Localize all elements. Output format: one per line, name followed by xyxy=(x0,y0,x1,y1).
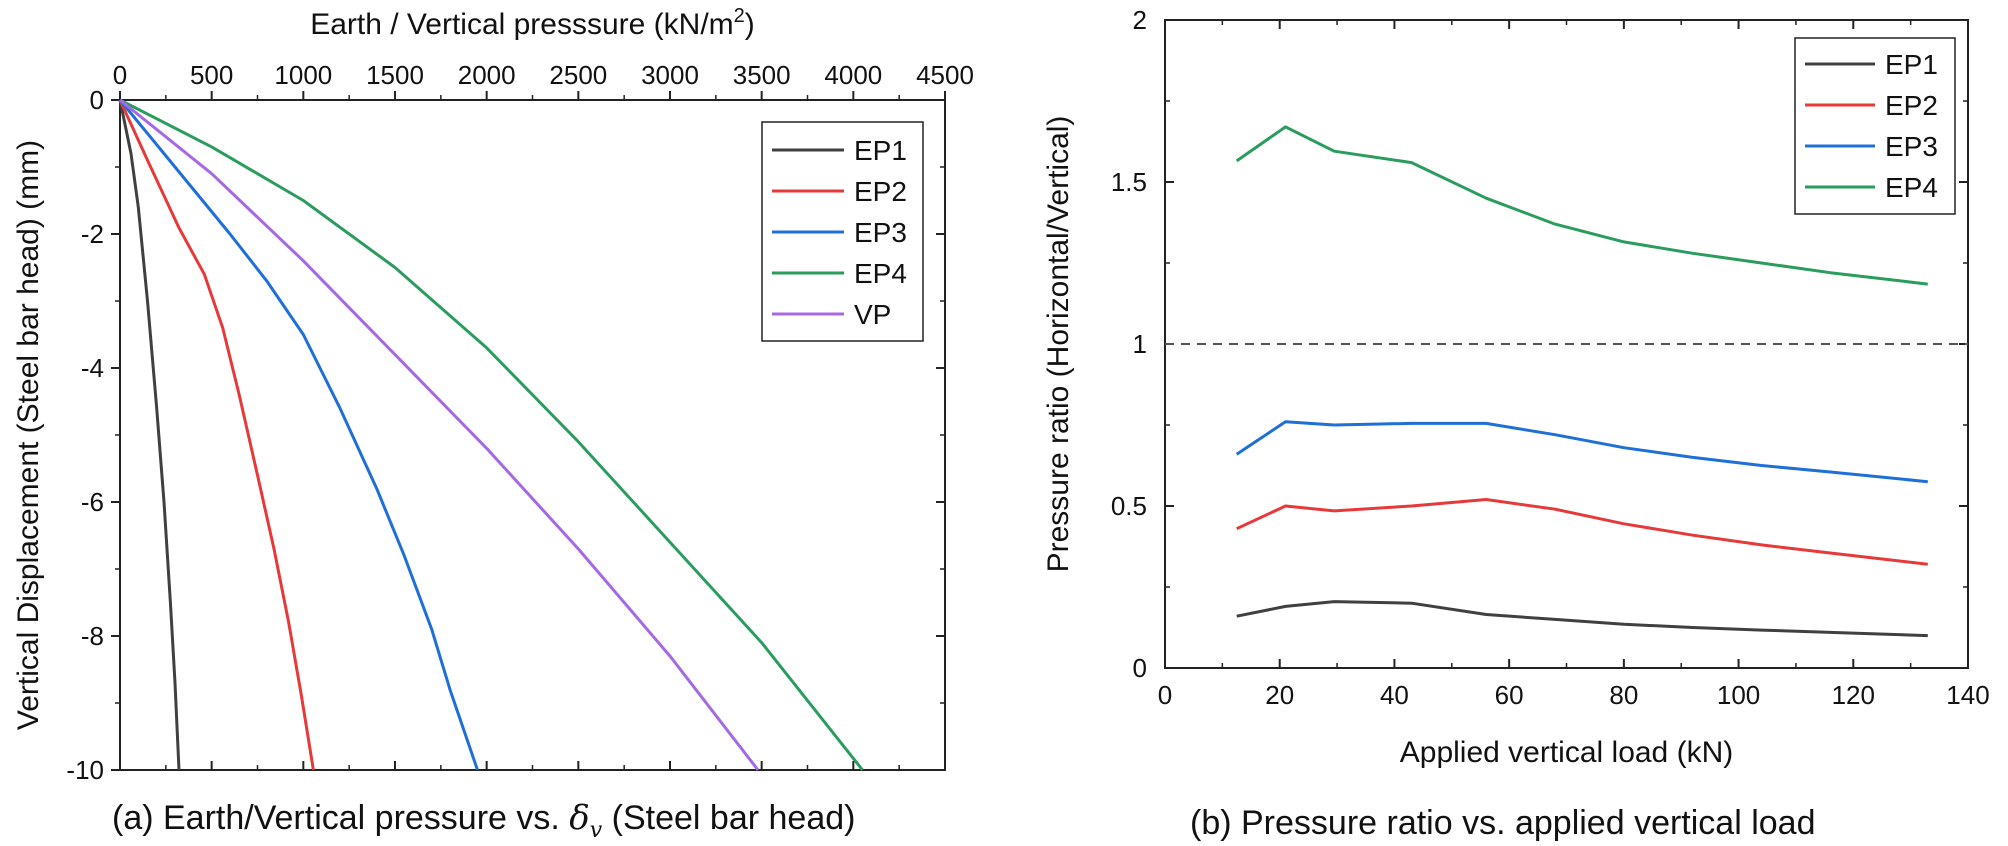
x-axis-label-a: Earth / Vertical presssure (kN/m2) xyxy=(310,5,755,41)
x-tick-label-b: 20 xyxy=(1265,680,1294,710)
y-tick-label-b: 1.5 xyxy=(1111,167,1147,197)
y-tick-label-a: -2 xyxy=(81,219,104,249)
x-tick-label-a: 4500 xyxy=(916,60,974,90)
y-tick-label-b: 0.5 xyxy=(1111,491,1147,521)
x-tick-label-b: 140 xyxy=(1946,680,1989,710)
y-tick-label-a: 0 xyxy=(90,85,104,115)
y-tick-label-a: -10 xyxy=(66,755,104,785)
caption-b: (b) Pressure ratio vs. applied vertical … xyxy=(1190,804,1816,842)
x-axis-label-b: Applied vertical load (kN) xyxy=(1400,736,1733,769)
caption-a-text: (a) Earth/Vertical pressure vs. xyxy=(112,799,570,837)
legend-label-a-ep2: EP2 xyxy=(854,176,907,207)
x-tick-label-b: 100 xyxy=(1717,680,1760,710)
legend-label-b-ep1: EP1 xyxy=(1885,49,1938,80)
x-tick-label-b: 80 xyxy=(1609,680,1638,710)
x-tick-label-b: 0 xyxy=(1158,680,1172,710)
legend-b xyxy=(1794,37,1956,215)
series-line-b-ep4 xyxy=(1235,125,1928,286)
y-axis-label-a: Vertical Displacement (Steel bar head) (… xyxy=(12,140,45,730)
x-tick-label-a: 4000 xyxy=(824,60,882,90)
x-tick-label-a: 2000 xyxy=(458,60,516,90)
x-tick-label-a: 3500 xyxy=(733,60,791,90)
series-line-b-ep1 xyxy=(1236,600,1928,638)
delta-symbol: δ xyxy=(569,798,590,838)
x-tick-label-a: 2500 xyxy=(549,60,607,90)
x-tick-label-a: 1000 xyxy=(274,60,332,90)
delta-subscript: v xyxy=(589,817,603,843)
chart-a: 0 500 1000 1500 2000 2500 3000 3500 4000 4500 0 -2 -… xyxy=(12,5,974,785)
series-line-a-ep2 xyxy=(118,99,315,771)
series-line-a-ep1 xyxy=(118,99,181,771)
legend-label-a-ep1: EP1 xyxy=(854,135,907,166)
y-tick-label-b: 1 xyxy=(1133,329,1147,359)
x-tick-label-b: 120 xyxy=(1832,680,1875,710)
legend-label-b-ep3: EP3 xyxy=(1885,131,1938,162)
series-line-b-ep3 xyxy=(1235,420,1928,484)
x-tick-label-b: 60 xyxy=(1495,680,1524,710)
series-line-b-ep2 xyxy=(1236,498,1928,566)
x-axis-label-a-sup: 2 xyxy=(734,5,745,27)
x-axis-label-a-main: Earth / Vertical presssure (kN/m xyxy=(310,8,733,41)
x-tick-label-a: 1500 xyxy=(366,60,424,90)
legend-label-b-ep2: EP2 xyxy=(1885,90,1938,121)
legend-label-a-vp: VP xyxy=(854,299,891,330)
x-axis-label-a-end: ) xyxy=(745,8,755,41)
x-tick-label-b: 40 xyxy=(1380,680,1409,710)
chart-b: 0 20 40 60 80 100 120 140 0 0.5 1 1.5 2 Applied verti… xyxy=(1042,5,1990,769)
legend-label-a-ep4: EP4 xyxy=(854,258,907,289)
series-line-a-vp xyxy=(119,98,760,771)
y-tick-label-a: -6 xyxy=(81,487,104,517)
series-line-a-ep4 xyxy=(119,98,864,771)
y-tick-label-b: 0 xyxy=(1133,653,1147,683)
caption-a-tail: (Steel bar head) xyxy=(602,799,856,837)
series-line-a-ep3 xyxy=(118,99,479,771)
legend-label-b-ep4: EP4 xyxy=(1885,172,1938,203)
caption-a: (a) Earth/Vertical pressure vs. δv (Stee… xyxy=(112,798,855,843)
y-tick-label-b: 2 xyxy=(1133,5,1147,35)
x-tick-label-a: 0 xyxy=(113,60,127,90)
y-tick-label-a: -4 xyxy=(81,353,104,383)
x-tick-label-a: 3000 xyxy=(641,60,699,90)
legend-label-a-ep3: EP3 xyxy=(854,217,907,248)
y-axis-label-b: Pressure ratio (Horizontal/Vertical) xyxy=(1042,116,1075,573)
y-tick-label-a: -8 xyxy=(81,621,104,651)
x-tick-label-a: 500 xyxy=(190,60,233,90)
